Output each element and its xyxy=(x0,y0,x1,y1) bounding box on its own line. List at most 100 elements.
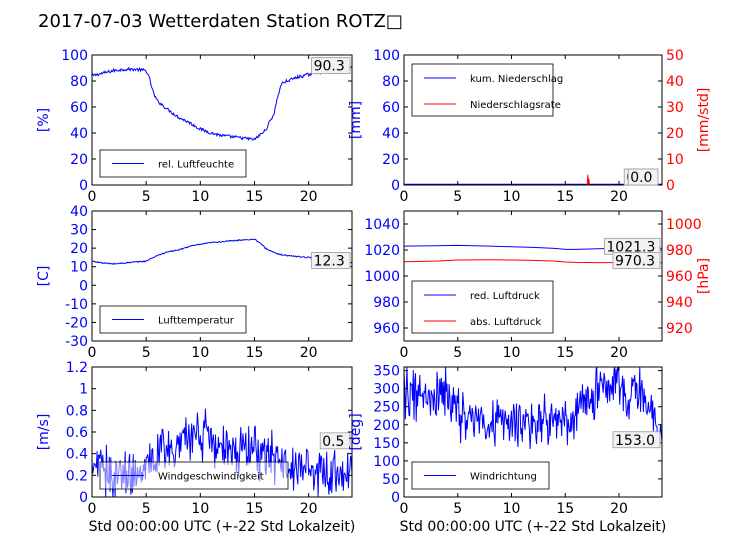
y2-axis-label: [mm/std] xyxy=(696,88,712,153)
x-tick-label: 10 xyxy=(503,189,521,205)
y-axis-label: [deg] xyxy=(348,413,364,450)
value-label: 12.3 xyxy=(314,253,345,269)
y-tick-label: 0 xyxy=(79,278,88,294)
legend-label: red. Luftdruck xyxy=(470,291,540,302)
y-tick-label: 40 xyxy=(70,204,88,220)
value-box xyxy=(612,431,661,449)
value-box xyxy=(311,57,351,75)
x-tick-label: 5 xyxy=(453,345,462,361)
y2-tick-label: 1000 xyxy=(666,217,702,233)
chart-panel-humidity: 0 5 10 15 20 0 20 40 60 80 100 [%] rel. Luftfeuchte 9… xyxy=(36,48,353,205)
y-tick-label: 60 xyxy=(382,100,400,116)
y-tick-label: 1040 xyxy=(364,217,400,233)
x-tick-label: 5 xyxy=(142,501,151,517)
x-tick-label: 15 xyxy=(556,345,574,361)
axes-frame xyxy=(91,54,353,186)
y-tick-label: 0.4 xyxy=(66,447,88,463)
y2-tick-label: 20 xyxy=(666,126,684,142)
series-line-1 xyxy=(404,174,662,185)
legend-label: kum. Niederschlag xyxy=(470,74,563,85)
x-tick-label: 15 xyxy=(246,501,264,517)
x-tick-label: 15 xyxy=(556,189,574,205)
x-tick-label: 0 xyxy=(88,345,97,361)
x-tick-label: 20 xyxy=(610,345,628,361)
y-tick-label: 30 xyxy=(70,223,88,239)
value-label: 0.5 xyxy=(322,434,344,450)
y-axis-label: [%] xyxy=(36,108,52,132)
x-tick-label: 10 xyxy=(191,501,209,517)
axes-frame xyxy=(91,210,353,342)
y-tick-label: 0.8 xyxy=(66,403,88,419)
y-tick-label: 1000 xyxy=(364,269,400,285)
y-tick-label: 40 xyxy=(70,126,88,142)
y-tick-label: 80 xyxy=(382,74,400,90)
y-tick-label: 350 xyxy=(373,364,400,380)
y-tick-label: 150 xyxy=(373,436,400,452)
y-tick-label: 80 xyxy=(70,74,88,90)
chart-panel-temperature: 0 5 10 15 20 -30 -20 -10 0 10 20 30 40 [C] Lufttempera… xyxy=(36,204,353,361)
x-tick-label: 20 xyxy=(610,189,628,205)
y2-tick-label: 960 xyxy=(666,269,693,285)
y2-tick-label: 940 xyxy=(666,295,693,311)
y-tick-label: 60 xyxy=(70,100,88,116)
y-tick-label: 300 xyxy=(373,382,400,398)
legend-label: Windgeschwindigkeit xyxy=(158,472,264,483)
x-tick-label: 0 xyxy=(400,189,409,205)
x-tick-label: 0 xyxy=(88,189,97,205)
y-tick-label: 0 xyxy=(79,490,88,506)
y-tick-label: 0 xyxy=(391,178,400,194)
x-tick-label: 5 xyxy=(453,501,462,517)
y-tick-label: 10 xyxy=(70,260,88,276)
x-tick-label: 20 xyxy=(300,345,318,361)
x-axis-label: Std 00:00:00 UTC (+-22 Std Lokalzeit) xyxy=(400,519,667,535)
y2-tick-label: 0 xyxy=(666,178,675,194)
x-tick-label: 15 xyxy=(246,189,264,205)
value-box xyxy=(612,252,661,270)
y-tick-label: 100 xyxy=(373,48,400,64)
y-tick-label: 0 xyxy=(79,178,88,194)
x-axis-label: Std 00:00:00 UTC (+-22 Std Lokalzeit) xyxy=(89,519,356,535)
y2-tick-label: 10 xyxy=(666,152,684,168)
legend-label: Lufttemperatur xyxy=(158,316,235,327)
x-tick-label: 20 xyxy=(610,501,628,517)
y-tick-label: -10 xyxy=(65,297,88,313)
x-tick-label: 5 xyxy=(453,189,462,205)
y-tick-label: 1.2 xyxy=(66,360,88,376)
y-tick-label: 250 xyxy=(373,400,400,416)
legend-label: Windrichtung xyxy=(470,472,537,483)
y-tick-label: 100 xyxy=(61,48,88,64)
y2-tick-label: 30 xyxy=(666,100,684,116)
y2-tick-label: 920 xyxy=(666,321,693,337)
y-tick-label: -20 xyxy=(65,315,88,331)
y2-tick-label: 40 xyxy=(666,74,684,90)
x-tick-label: 20 xyxy=(300,501,318,517)
series-line-0 xyxy=(92,408,352,497)
y-axis-label: [mm] xyxy=(348,101,364,139)
value-label: 90.3 xyxy=(314,59,345,75)
value-box xyxy=(627,168,659,186)
y-axis-label: [m/s] xyxy=(36,414,52,451)
y-axis-label: [C] xyxy=(36,266,52,287)
value-box xyxy=(319,432,351,450)
x-tick-label: 15 xyxy=(246,345,264,361)
x-tick-label: 10 xyxy=(191,189,209,205)
y2-tick-label: 980 xyxy=(666,243,693,259)
legend-label: rel. Luftfeuchte xyxy=(158,160,234,171)
x-tick-label: 0 xyxy=(400,345,409,361)
series-line-0 xyxy=(92,65,352,142)
y2-axis-label: [hPa] xyxy=(696,258,712,294)
y-tick-label: 20 xyxy=(70,152,88,168)
x-tick-label: 0 xyxy=(400,501,409,517)
x-tick-label: 10 xyxy=(503,501,521,517)
axes-frame xyxy=(403,366,663,498)
y-tick-label: 1 xyxy=(79,382,88,398)
series-line-0 xyxy=(92,238,352,265)
y-tick-label: 980 xyxy=(373,295,400,311)
y-tick-label: 200 xyxy=(373,418,400,434)
legend-box xyxy=(411,63,554,117)
y-tick-label: 0 xyxy=(391,490,400,506)
y-tick-label: 960 xyxy=(373,321,400,337)
